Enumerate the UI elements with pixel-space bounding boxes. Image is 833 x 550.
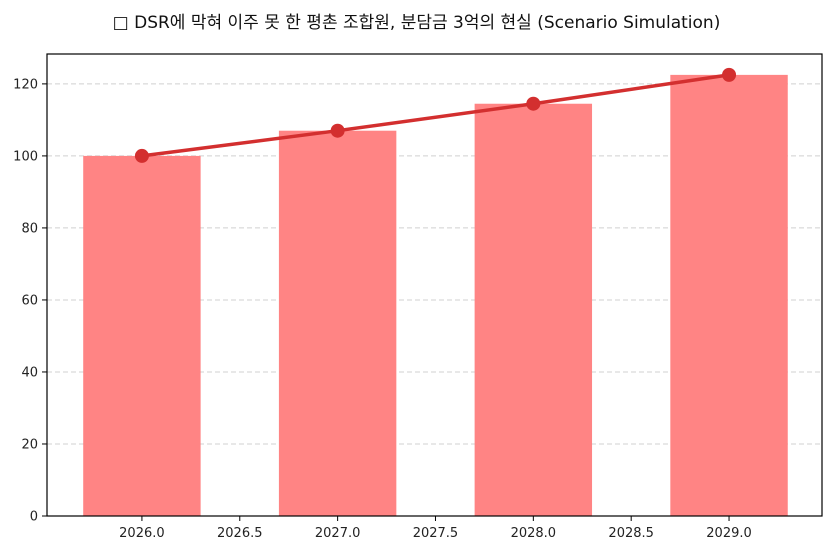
x-tick-label: 2028.0 — [511, 526, 557, 541]
x-tick-label: 2026.0 — [119, 526, 165, 541]
y-tick-label: 0 — [30, 510, 38, 525]
bar — [83, 155, 201, 516]
y-tick-label: 80 — [21, 221, 38, 236]
y-tick-label: 40 — [21, 365, 38, 380]
y-tick-label: 100 — [13, 149, 38, 164]
y-tick-label: 60 — [21, 293, 38, 308]
y-tick-label: 120 — [13, 77, 38, 92]
axes-frame — [46, 53, 823, 517]
x-tick-label: 2027.5 — [413, 526, 459, 541]
data-point — [526, 96, 541, 111]
data-point — [722, 67, 737, 82]
bar — [278, 130, 397, 516]
x-tick-label: 2027.0 — [315, 526, 361, 541]
trend-line — [141, 73, 730, 158]
data-point — [134, 148, 149, 163]
x-tick-label: 2029.0 — [706, 526, 752, 541]
y-tick-label: 20 — [21, 437, 38, 452]
bar — [474, 103, 593, 517]
bar — [670, 74, 788, 516]
x-tick-label: 2026.5 — [217, 526, 263, 541]
x-tick-label: 2028.5 — [608, 526, 654, 541]
data-point — [330, 123, 345, 138]
chart-title: □ DSR에 막혀 이주 못 한 평촌 조합원, 분담금 3억의 현실 (Sce… — [112, 13, 721, 33]
